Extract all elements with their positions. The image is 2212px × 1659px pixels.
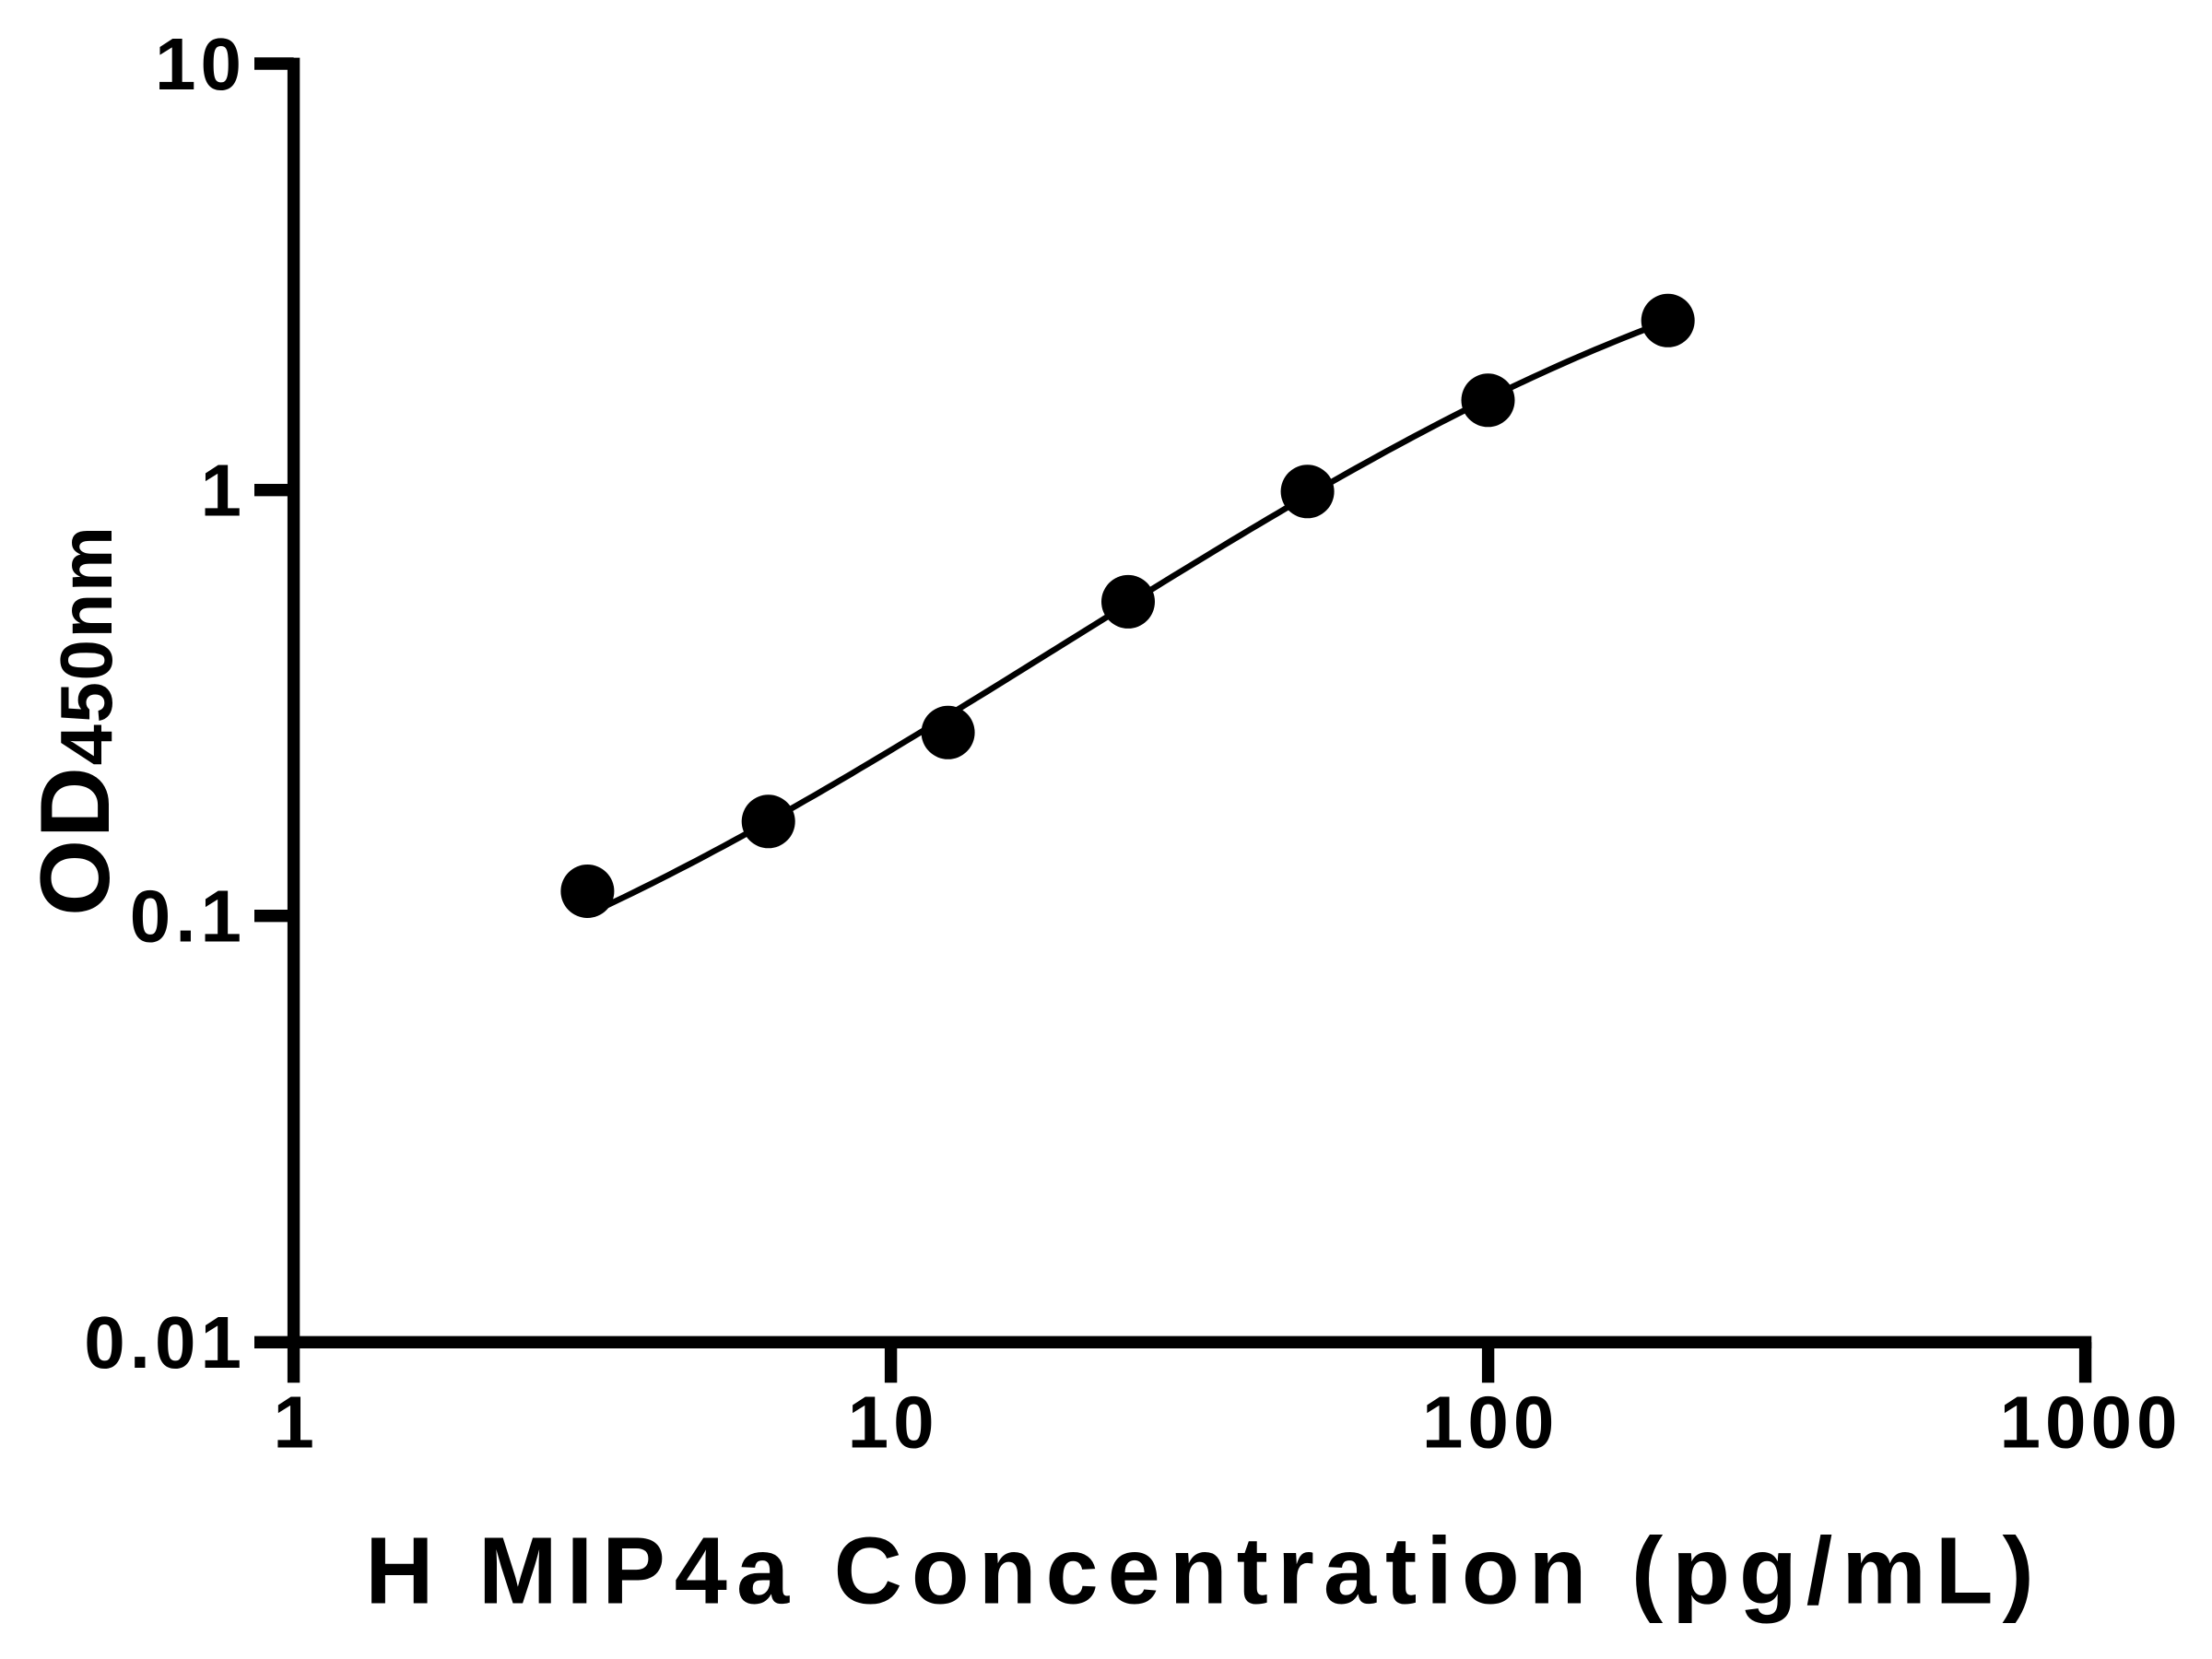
svg-text:H MIP4a Concentration (pg/mL): H MIP4a Concentration (pg/mL): [365, 1517, 2043, 1623]
svg-text:0.01: 0.01: [84, 1301, 246, 1383]
svg-text:1: 1: [273, 1381, 319, 1463]
svg-text:1000: 1000: [2000, 1381, 2183, 1463]
svg-text:OD450nm: OD450nm: [19, 525, 130, 916]
svg-text:0.1: 0.1: [130, 876, 246, 958]
svg-text:100: 100: [1422, 1381, 1559, 1463]
svg-text:10: 10: [155, 23, 246, 105]
svg-text:10: 10: [848, 1381, 939, 1463]
svg-text:1: 1: [201, 450, 247, 532]
